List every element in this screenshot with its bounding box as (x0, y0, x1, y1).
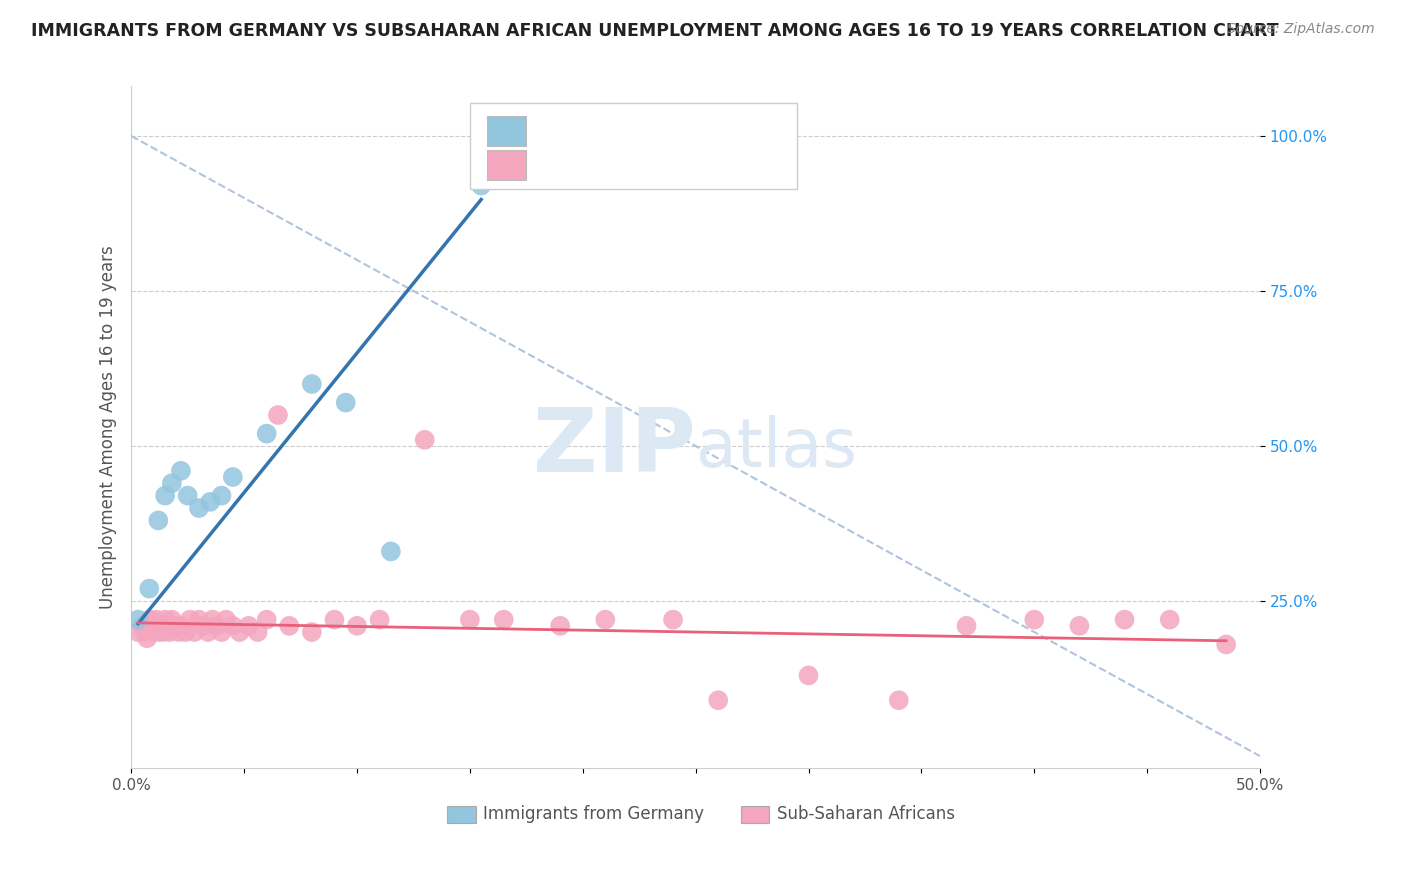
Point (141, 625, 163, 640)
Point (1159, 613, 1181, 627)
Point (193, 619, 215, 633)
Point (131, 619, 153, 633)
Point (256, 426, 278, 441)
Point (458, 613, 481, 627)
Point (222, 619, 245, 633)
Point (153, 489, 176, 503)
Text: Immigrants from Germany: Immigrants from Germany (484, 805, 704, 823)
Point (595, 613, 617, 627)
Text: -0.126: -0.126 (571, 156, 636, 175)
Point (413, 433, 436, 447)
Point (1114, 613, 1136, 627)
Point (222, 470, 245, 484)
Text: R =: R = (536, 122, 574, 140)
Text: 16: 16 (664, 122, 689, 140)
FancyBboxPatch shape (486, 151, 526, 180)
Point (149, 619, 172, 633)
Point (152, 625, 174, 640)
FancyBboxPatch shape (470, 103, 797, 189)
Point (197, 625, 219, 640)
Point (205, 619, 228, 633)
Point (323, 613, 346, 627)
Point (470, 178, 492, 193)
Text: N =: N = (634, 122, 673, 140)
Point (188, 501, 211, 516)
FancyBboxPatch shape (486, 116, 526, 146)
Point (127, 613, 149, 627)
Point (335, 395, 357, 409)
Point (211, 489, 233, 503)
Point (159, 625, 181, 640)
Point (170, 464, 193, 478)
FancyBboxPatch shape (447, 806, 475, 823)
Point (267, 408, 290, 422)
Point (138, 613, 160, 627)
Point (278, 619, 301, 633)
Point (127, 625, 149, 640)
Point (165, 619, 187, 633)
Text: 54: 54 (664, 156, 689, 175)
Point (170, 619, 193, 633)
Point (1069, 619, 1091, 633)
Point (380, 544, 402, 558)
Point (492, 613, 515, 627)
Point (148, 625, 170, 640)
Text: IMMIGRANTS FROM GERMANY VS SUBSAHARAN AFRICAN UNEMPLOYMENT AMONG AGES 16 TO 19 Y: IMMIGRANTS FROM GERMANY VS SUBSAHARAN AF… (31, 22, 1278, 40)
Text: ZIP: ZIP (533, 404, 696, 491)
Point (238, 619, 260, 633)
Point (167, 625, 190, 640)
Point (148, 513, 170, 527)
Point (188, 613, 211, 627)
Point (215, 613, 238, 627)
Point (174, 625, 197, 640)
Point (346, 619, 368, 633)
Text: R =: R = (536, 156, 574, 175)
Point (246, 625, 269, 640)
Text: atlas: atlas (696, 415, 856, 481)
Point (142, 619, 165, 633)
Text: N =: N = (634, 156, 673, 175)
Point (156, 619, 179, 633)
Text: Sub-Saharan Africans: Sub-Saharan Africans (778, 805, 955, 823)
FancyBboxPatch shape (741, 806, 769, 823)
Point (183, 625, 205, 640)
Point (179, 613, 201, 627)
Point (548, 619, 571, 633)
Text: 0.513: 0.513 (571, 122, 628, 140)
Point (1215, 637, 1237, 651)
Point (145, 613, 167, 627)
Point (887, 693, 910, 707)
Y-axis label: Unemployment Among Ages 16 to 19 years: Unemployment Among Ages 16 to 19 years (100, 245, 117, 609)
Point (368, 613, 391, 627)
Point (201, 613, 224, 627)
Point (153, 613, 176, 627)
Point (136, 632, 159, 646)
Point (797, 668, 820, 682)
Point (134, 625, 156, 640)
Text: Source: ZipAtlas.com: Source: ZipAtlas.com (1227, 22, 1375, 37)
Point (256, 613, 278, 627)
Point (176, 489, 198, 503)
Point (955, 619, 977, 633)
Point (228, 625, 250, 640)
Point (662, 613, 685, 627)
Point (1024, 613, 1046, 627)
Point (301, 376, 323, 391)
Point (707, 693, 730, 707)
Point (160, 476, 183, 491)
Point (301, 625, 323, 640)
Point (160, 613, 183, 627)
Point (138, 582, 160, 596)
Point (200, 495, 222, 509)
Point (211, 625, 233, 640)
